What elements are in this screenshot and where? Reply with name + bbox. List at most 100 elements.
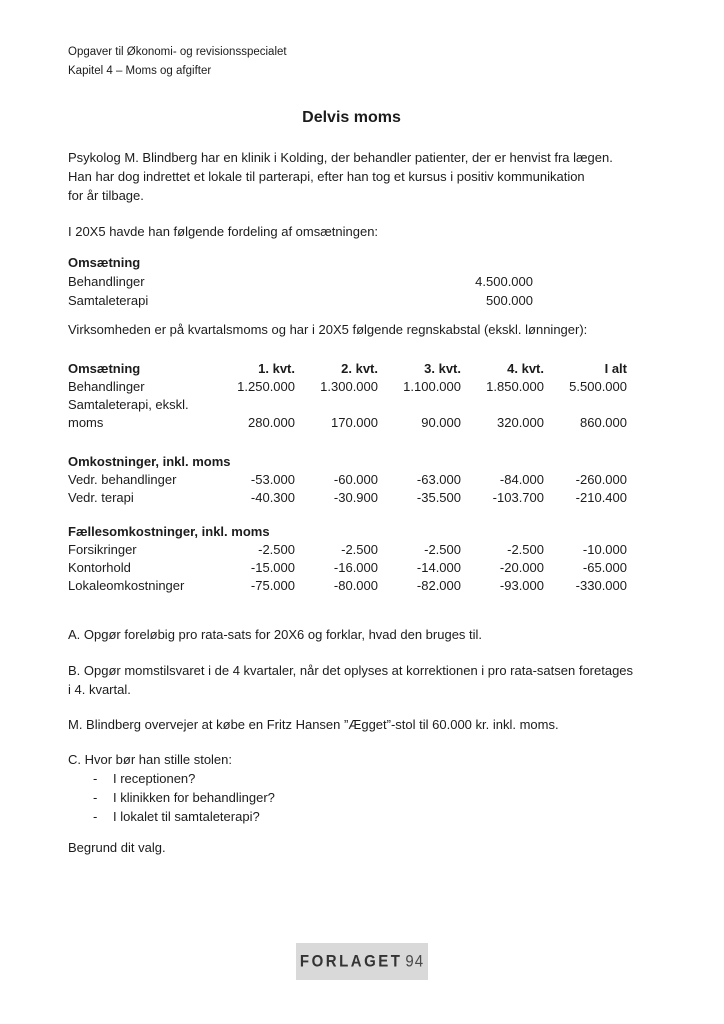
table-row: Behandlinger 1.250.000 1.300.000 1.100.0… (68, 378, 627, 396)
question-c: C. Hvor bør han stille stolen: - I recep… (68, 750, 635, 826)
paragraph-line: for år tilbage. (68, 188, 144, 203)
section-heading: Omkostninger, inkl. moms (68, 454, 231, 469)
table-intro-line: Virksomheden er på kvartalsmoms og har i… (68, 322, 588, 337)
paragraph-line: Psykolog M. Blindberg har en klinik i Ko… (68, 150, 613, 165)
table-section-heading-row: Omkostninger, inkl. moms (68, 453, 627, 471)
revenue-label: Samtaleterapi (68, 293, 149, 308)
column-header: 3. kvt. (424, 361, 461, 376)
table-spacer (68, 507, 627, 523)
option-label: I lokalet til samtaleterapi? (113, 809, 260, 824)
table-row: Vedr. behandlinger -53.000 -60.000 -63.0… (68, 471, 627, 489)
revenue-summary: Omsætning Behandlinger 4.500.000 Samtale… (68, 253, 635, 310)
cell-value: -65.000 (582, 560, 627, 575)
publisher-logo: FORLAGET 94 (296, 943, 428, 980)
cell-value: -260.000 (575, 472, 627, 487)
option-label: I receptionen? (113, 771, 196, 786)
row-label: Behandlinger (68, 379, 145, 394)
cell-value: -10.000 (582, 542, 627, 557)
table-spacer (68, 432, 627, 453)
cell-value: -35.500 (416, 490, 461, 505)
publisher-logo-text: FORLAGET (299, 951, 403, 972)
cell-value: -63.000 (416, 472, 461, 487)
row-label: Kontorhold (68, 560, 131, 575)
table-row: Lokaleomkostninger -75.000 -80.000 -82.0… (68, 577, 627, 595)
cell-value: -14.000 (416, 560, 461, 575)
cell-value: -75.000 (250, 578, 295, 593)
revenue-label: Behandlinger (68, 274, 145, 289)
revenue-value: 500.000 (486, 293, 533, 308)
option-label: I klinikken for behandlinger? (113, 790, 275, 805)
document-content: Opgaver til Økonomi- og revisionsspecial… (68, 43, 635, 855)
cell-value: -16.000 (333, 560, 378, 575)
row-label: Forsikringer (68, 542, 137, 557)
question-c-intro: C. Hvor bør han stille stolen: (68, 752, 233, 767)
cell-value: -20.000 (499, 560, 544, 575)
header-line-chapter: Kapitel 4 – Moms og afgifter (68, 65, 212, 77)
cell-value: -30.900 (333, 490, 378, 505)
cell-value: 1.850.000 (486, 379, 544, 394)
dash-bullet: - (93, 771, 98, 786)
column-header: 2. kvt. (341, 361, 378, 376)
cell-value: -2.500 (341, 542, 378, 557)
section-heading: Fællesomkostninger, inkl. moms (68, 524, 270, 539)
paragraph-line: i 4. kvartal. (68, 682, 131, 697)
cell-value: -2.500 (424, 542, 461, 557)
revenue-value: 4.500.000 (475, 274, 533, 289)
paragraph-line: B. Opgør momstilsvaret i de 4 kvartaler,… (68, 663, 634, 678)
cell-value: -15.000 (250, 560, 295, 575)
cell-value: -82.000 (416, 578, 461, 593)
cell-value: -330.000 (575, 578, 627, 593)
table-header-row: Omsætning 1. kvt. 2. kvt. 3. kvt. 4. kvt… (68, 360, 627, 378)
column-header: I alt (604, 361, 627, 376)
question-a: A. Opgør foreløbig pro rata-sats for 20X… (68, 627, 483, 642)
column-header: 1. kvt. (258, 361, 295, 376)
dash-bullet: - (93, 790, 98, 805)
list-item: - I klinikken for behandlinger? (68, 788, 635, 807)
cell-value: 860.000 (580, 415, 627, 430)
cell-value: -84.000 (499, 472, 544, 487)
paragraph-line: Han har dog indrettet et lokale til part… (68, 169, 585, 184)
revenue-summary-row: Behandlinger 4.500.000 (68, 272, 533, 291)
row-label: Vedr. behandlinger (68, 472, 177, 487)
publisher-logo-number: 94 (405, 951, 425, 972)
quarterly-accounts-table: Omsætning 1. kvt. 2. kvt. 3. kvt. 4. kvt… (68, 360, 627, 595)
table-row: Samtaleterapi, ekskl. moms 280.000 170.0… (68, 396, 627, 432)
page-title: Delvis moms (302, 109, 401, 126)
cell-value: 1.300.000 (320, 379, 378, 394)
table-section-heading-row: Fællesomkostninger, inkl. moms (68, 523, 627, 541)
list-item: - I lokalet til samtaleterapi? (68, 807, 635, 826)
table-row: Vedr. terapi -40.300 -30.900 -35.500 -10… (68, 489, 627, 507)
cell-value: 170.000 (331, 415, 378, 430)
cell-value: -40.300 (250, 490, 295, 505)
chair-note: M. Blindberg overvejer at købe en Fritz … (68, 717, 559, 732)
cell-value: -53.000 (250, 472, 295, 487)
cell-value: 5.500.000 (569, 379, 627, 394)
header-line-course: Opgaver til Økonomi- og revisionsspecial… (68, 46, 287, 58)
cell-value: -2.500 (258, 542, 295, 557)
dash-bullet: - (93, 809, 98, 824)
footer: FORLAGET 94 (0, 943, 724, 980)
column-header: 4. kvt. (507, 361, 544, 376)
cell-value: -80.000 (333, 578, 378, 593)
revenue-summary-row: Samtaleterapi 500.000 (68, 291, 533, 310)
cell-value: 280.000 (248, 415, 295, 430)
cell-value: 90.000 (421, 415, 461, 430)
revenue-intro-line: I 20X5 havde han følgende fordeling af o… (68, 224, 379, 239)
document-header: Opgaver til Økonomi- og revisionsspecial… (68, 43, 635, 81)
cell-value: 320.000 (497, 415, 544, 430)
list-item: - I receptionen? (68, 769, 635, 788)
cell-value: -210.400 (575, 490, 627, 505)
table-row: Forsikringer -2.500 -2.500 -2.500 -2.500… (68, 541, 627, 559)
row-label: Lokaleomkostninger (68, 578, 185, 593)
cell-value: -103.700 (492, 490, 544, 505)
cell-value: 1.250.000 (237, 379, 295, 394)
cell-value: 1.100.000 (403, 379, 461, 394)
cell-value: -93.000 (499, 578, 544, 593)
row-label: Samtaleterapi, ekskl. moms (68, 397, 189, 430)
question-b: B. Opgør momstilsvaret i de 4 kvartaler,… (68, 661, 635, 699)
revenue-summary-heading: Omsætning (68, 255, 141, 270)
column-header: Omsætning (68, 361, 141, 376)
intro-paragraph: Psykolog M. Blindberg har en klinik i Ko… (68, 148, 635, 205)
closing-line: Begrund dit valg. (68, 840, 166, 855)
